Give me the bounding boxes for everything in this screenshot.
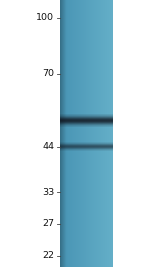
Text: 33: 33 (42, 188, 54, 197)
Text: 44: 44 (42, 142, 54, 151)
Text: 27: 27 (42, 219, 54, 228)
Text: 22: 22 (42, 252, 54, 260)
Text: 70: 70 (42, 69, 54, 78)
Text: 100: 100 (36, 13, 54, 22)
